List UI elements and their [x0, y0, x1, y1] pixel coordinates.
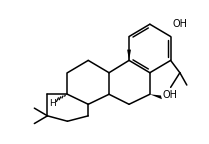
Text: OH: OH — [163, 90, 178, 100]
Text: OH: OH — [173, 19, 188, 29]
Polygon shape — [150, 94, 162, 99]
Text: H: H — [50, 99, 56, 108]
Polygon shape — [127, 50, 131, 60]
